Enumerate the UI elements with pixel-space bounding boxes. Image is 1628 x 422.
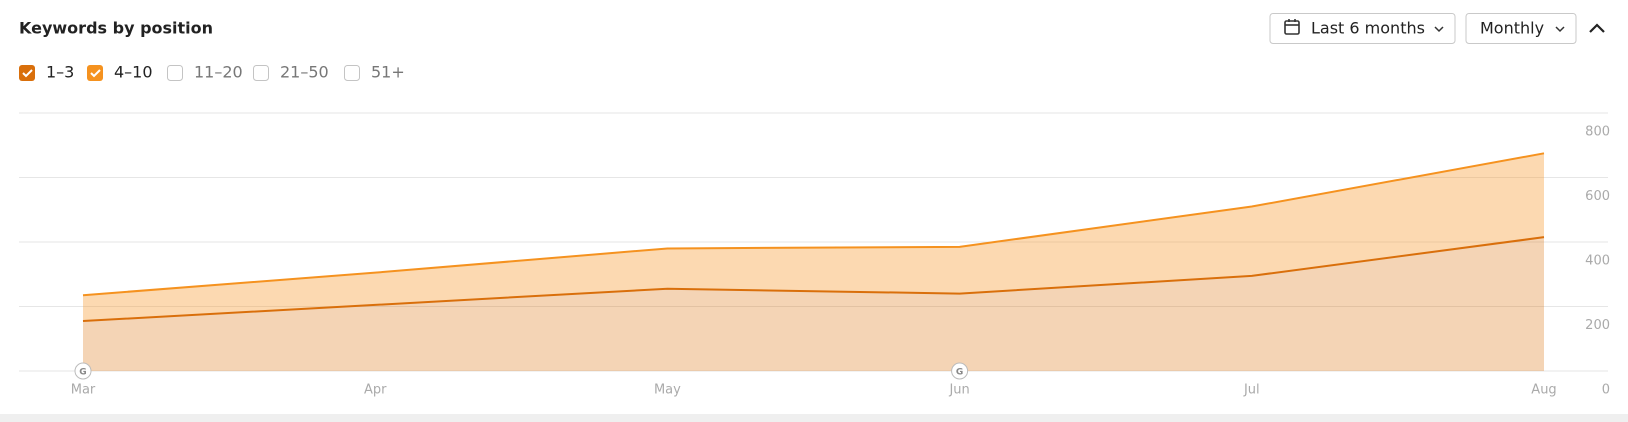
granularity-button[interactable]: Monthly bbox=[1465, 13, 1577, 44]
legend-label: 1–3 bbox=[46, 63, 74, 82]
bottom-bar bbox=[0, 414, 1628, 422]
date-range-label: Last 6 months bbox=[1311, 19, 1425, 38]
legend-label: 51+ bbox=[371, 63, 405, 82]
granularity-label: Monthly bbox=[1480, 19, 1544, 38]
button-frame bbox=[1465, 13, 1577, 44]
marker-circle bbox=[951, 362, 969, 380]
marker-label: G bbox=[79, 368, 86, 378]
legend-item[interactable]: 51+ bbox=[344, 63, 405, 82]
x-tick-label: Jul bbox=[1243, 383, 1260, 398]
y-tick-label: 400 bbox=[1585, 254, 1610, 269]
y-tick-label: 0 bbox=[1602, 383, 1610, 398]
legend-label: 4–10 bbox=[114, 63, 153, 82]
y-tick-label: 200 bbox=[1585, 318, 1610, 333]
marker-label: G bbox=[956, 368, 963, 378]
x-tick-label: Jun bbox=[948, 383, 969, 398]
checkmark bbox=[90, 69, 101, 78]
area bbox=[83, 153, 1544, 322]
y-tick-label: 800 bbox=[1585, 125, 1610, 140]
chevron-down bbox=[1555, 26, 1565, 33]
x-tick-label: Mar bbox=[71, 383, 96, 398]
x-tick-label: May bbox=[654, 383, 681, 398]
checkbox-checked bbox=[19, 65, 35, 81]
checkbox bbox=[167, 65, 183, 81]
legend-item[interactable]: 1–3 bbox=[19, 63, 74, 82]
calendar-icon bbox=[1284, 19, 1300, 35]
series-line bbox=[82, 152, 1545, 297]
checkbox bbox=[344, 65, 360, 81]
checkmark bbox=[22, 69, 33, 78]
legend-label: 21–50 bbox=[280, 63, 329, 82]
widget-title: Keywords by position bbox=[19, 19, 213, 38]
marker-circle bbox=[74, 362, 92, 380]
area bbox=[83, 237, 1544, 371]
legend-label: 11–20 bbox=[194, 63, 243, 82]
annotation-marker[interactable]: G bbox=[951, 362, 969, 380]
checkbox-checked bbox=[87, 65, 103, 81]
annotation-marker[interactable]: G bbox=[74, 362, 92, 380]
chevron-down bbox=[1434, 26, 1444, 33]
collapse-button[interactable] bbox=[1589, 23, 1605, 33]
date-range-button[interactable]: Last 6 months bbox=[1269, 13, 1456, 44]
x-tick-label: Apr bbox=[364, 383, 387, 398]
legend-item[interactable]: 21–50 bbox=[253, 63, 329, 82]
series-line bbox=[82, 236, 1545, 323]
legend-item[interactable]: 11–20 bbox=[167, 63, 243, 82]
checkbox bbox=[253, 65, 269, 81]
x-tick-label: Aug bbox=[1531, 383, 1556, 398]
legend-item[interactable]: 4–10 bbox=[87, 63, 153, 82]
button-frame bbox=[1269, 13, 1456, 44]
y-tick-label: 600 bbox=[1585, 189, 1610, 204]
